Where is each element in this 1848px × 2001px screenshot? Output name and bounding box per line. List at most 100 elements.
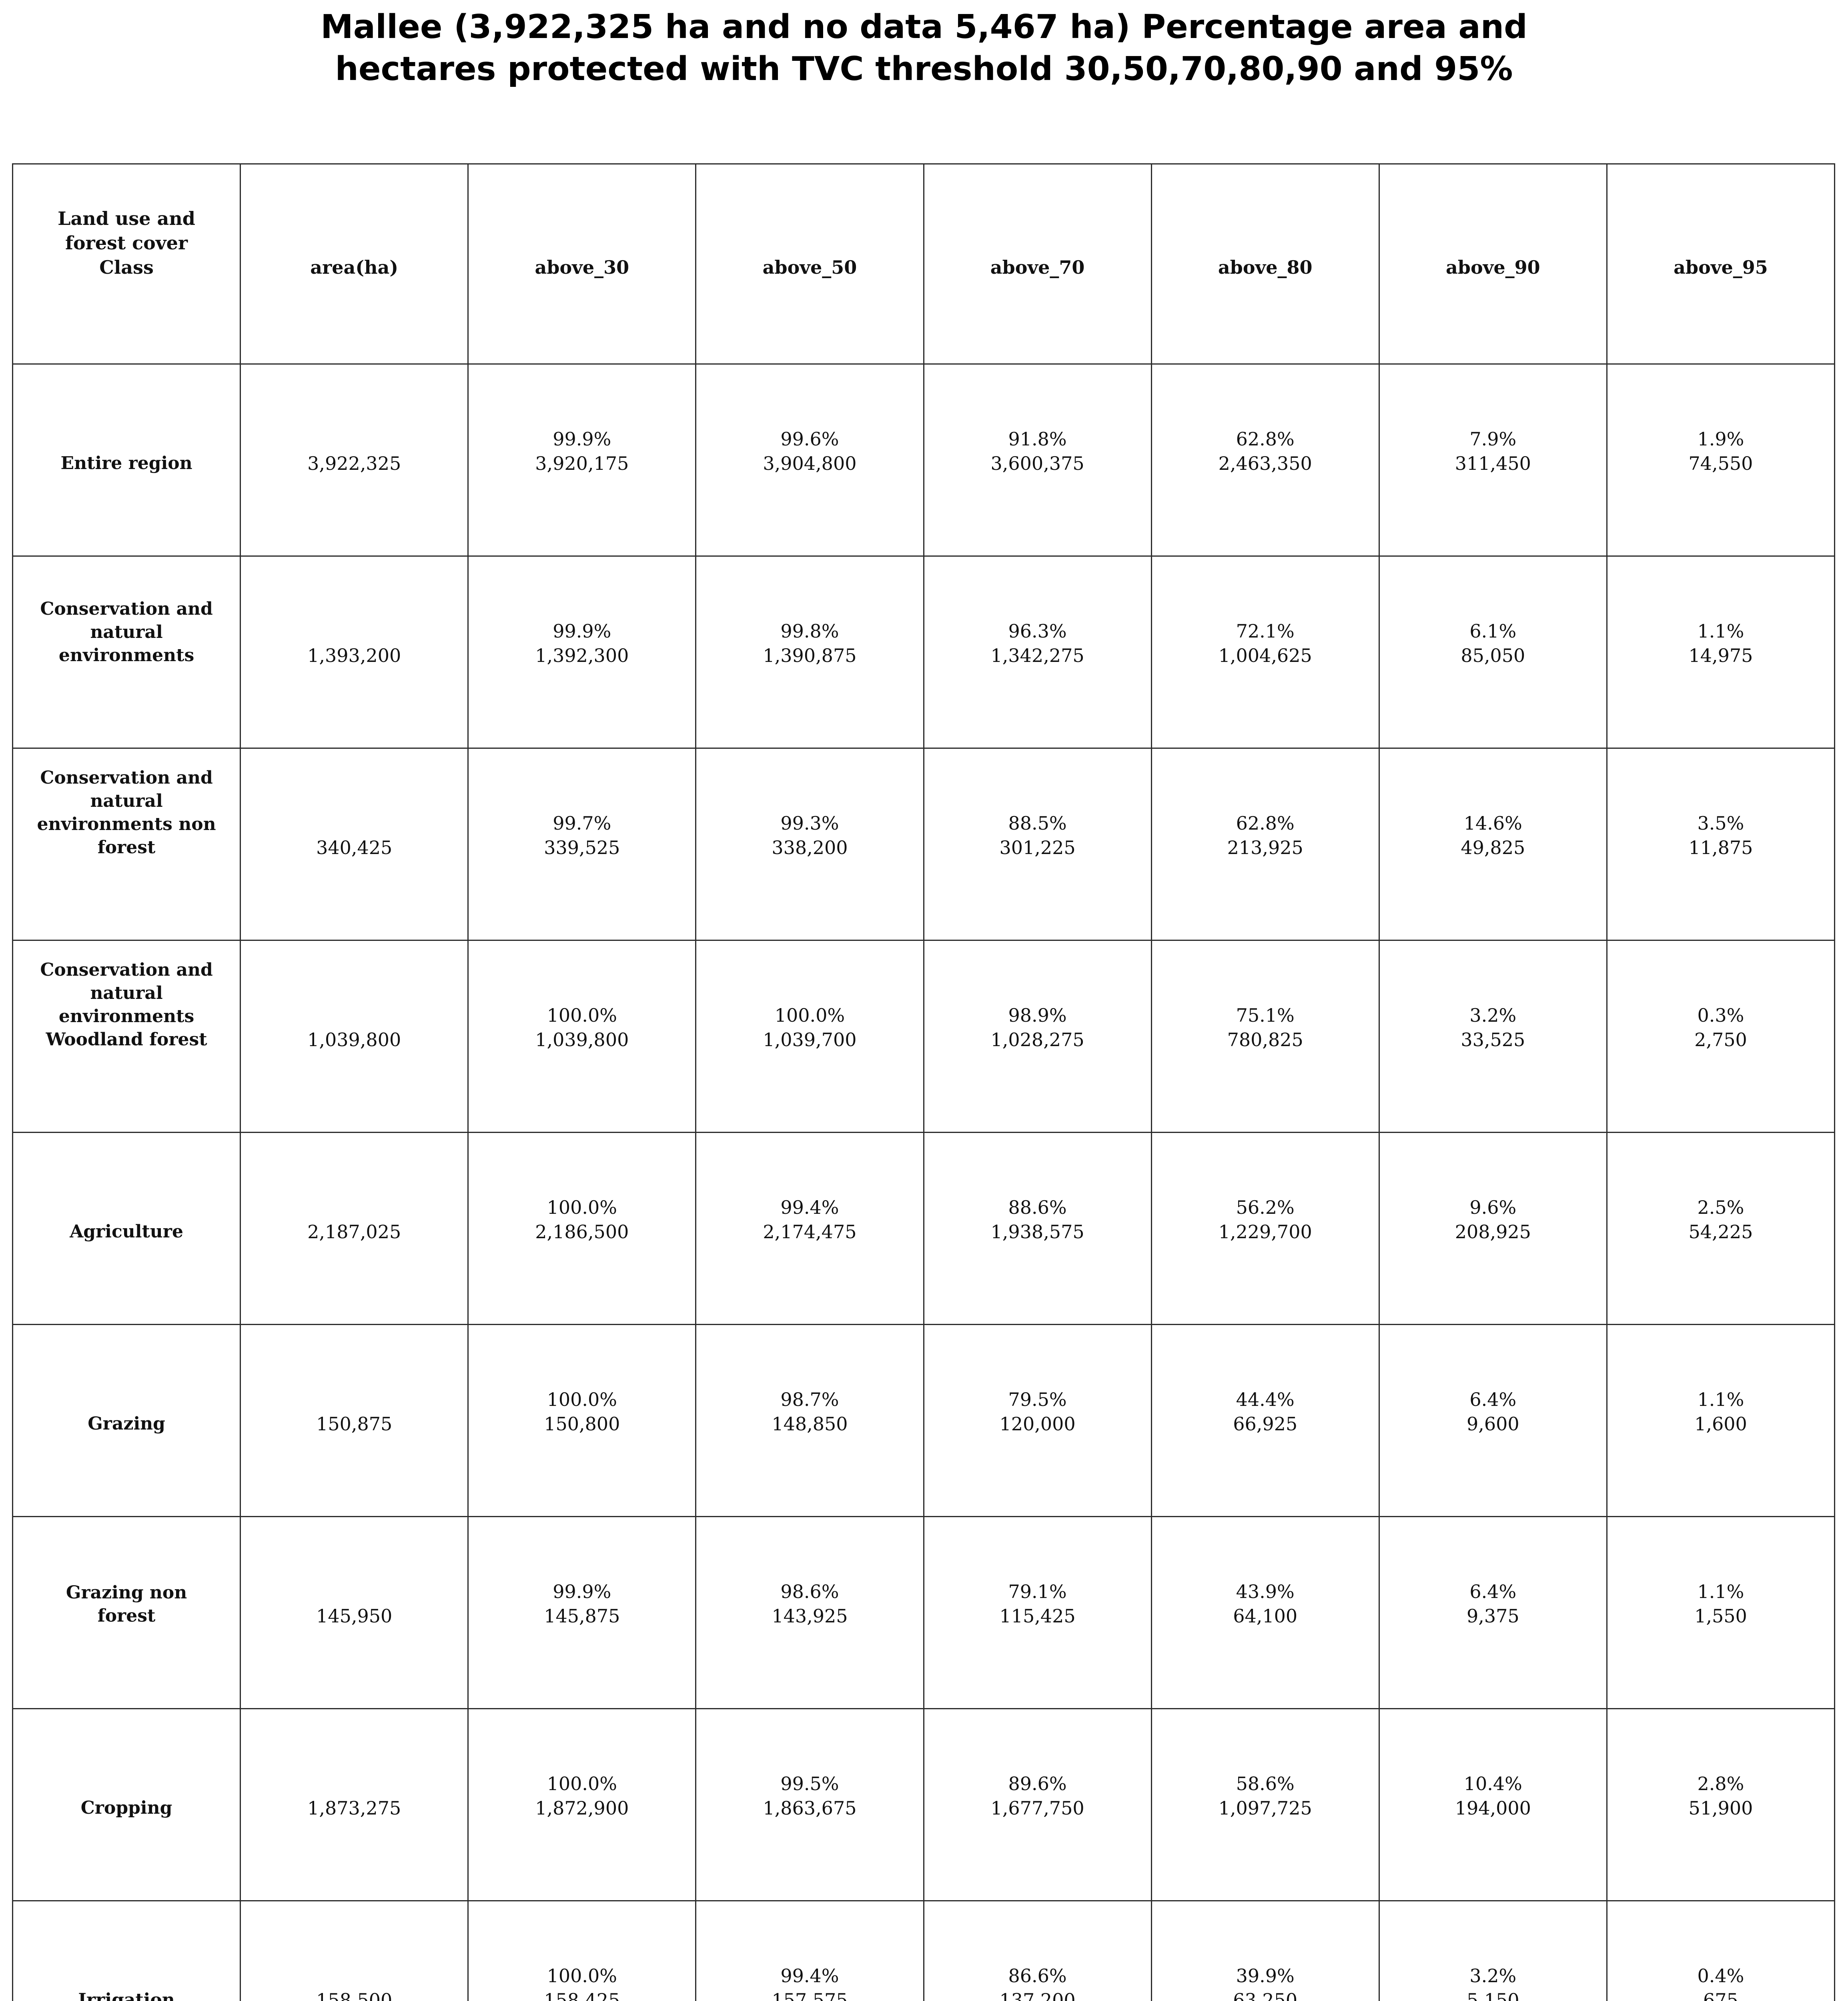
hectares-value: 2,750 [1694,1029,1747,1051]
percent-value: 96.3% [1008,620,1067,642]
value-cell: 6.4% 9,375 [1378,1516,1607,1709]
row-label: Conservation and natural environments Wo… [12,940,241,1133]
value-cell: 0.3% 2,750 [1606,940,1836,1133]
table-row: Grazing 150,875 100.0% 150,800 98.7% 148,850 7… [12,1324,1836,1517]
table-row: Agriculture 2,187,025 100.0% 2,186,500 99.4%… [12,1132,1836,1325]
percent-value: 6.4% [1469,1389,1517,1411]
percent-value: 14.6% [1463,812,1522,834]
percent-value: 99.5% [780,1773,839,1795]
hectares-value: 1,872,900 [535,1797,629,1819]
area-cell: 340,425 [240,748,469,941]
hectares-value: 780,825 [1227,1029,1303,1051]
hectares-value: 1,039,800 [535,1029,629,1051]
percent-value: 44.4% [1236,1389,1295,1411]
percent-value: 100.0% [774,1005,845,1027]
hectares-value: 49,825 [1461,836,1525,858]
hectares-value: 63,250 [1233,1989,1298,2001]
hectares-value: 208,925 [1455,1221,1531,1243]
hectares-value: 85,050 [1461,644,1525,666]
percent-value: 98.9% [1008,1005,1067,1027]
value-cell: 6.4% 9,600 [1378,1324,1607,1517]
hectares-value: 1,863,675 [763,1797,857,1819]
value-cell: 62.8% 213,925 [1150,748,1380,941]
hectares-value: 51,900 [1688,1797,1753,1819]
row-label: Cropping [12,1708,241,1901]
row-label: Conservation and natural environments [12,555,241,749]
hectares-value: 148,850 [772,1413,848,1435]
percent-value: 88.6% [1008,1197,1067,1219]
area-cell: 1,873,275 [240,1708,469,1901]
value-cell: 99.4% 157,575 [695,1900,924,2001]
value-cell: 96.3% 1,342,275 [923,555,1152,749]
hectares-value: 5,150 [1466,1989,1519,2001]
percent-value: 99.6% [780,428,839,450]
percent-value: 99.4% [780,1965,839,1987]
hectares-value: 137,200 [999,1989,1076,2001]
value-cell: 62.8% 2,463,350 [1150,363,1380,557]
percent-value: 56.2% [1236,1197,1295,1219]
hectares-value: 3,920,175 [535,452,629,474]
percent-value: 6.4% [1469,1581,1517,1603]
area-cell: 3,922,325 [240,363,469,557]
value-cell: 100.0% 1,039,800 [467,940,697,1133]
value-cell: 56.2% 1,229,700 [1150,1132,1380,1325]
hectares-value: 194,000 [1455,1797,1531,1819]
percent-value: 99.7% [553,812,611,834]
value-cell: 1.1% 14,975 [1606,555,1836,749]
row-label: Conservation and natural environments no… [12,748,241,941]
value-cell: 75.1% 780,825 [1150,940,1380,1133]
value-cell: 99.6% 3,904,800 [695,363,924,557]
value-cell: 1.9% 74,550 [1606,363,1836,557]
percent-value: 75.1% [1236,1005,1295,1027]
percent-value: 1.1% [1697,1581,1744,1603]
header-above-90: above_90 [1378,163,1607,365]
table-row: Conservation and natural environments 1,3… [12,555,1836,749]
percent-value: 3.2% [1469,1005,1517,1027]
value-cell: 99.9% 1,392,300 [467,555,697,749]
value-cell: 100.0% 150,800 [467,1324,697,1517]
hectares-value: 301,225 [999,836,1076,858]
value-cell: 58.6% 1,097,725 [1150,1708,1380,1901]
value-cell: 100.0% 1,872,900 [467,1708,697,1901]
hectares-value: 2,174,475 [763,1221,857,1243]
value-cell: 0.4% 675 [1606,1900,1836,2001]
value-cell: 89.6% 1,677,750 [923,1708,1152,1901]
percent-value: 1.1% [1697,620,1744,642]
percent-value: 62.8% [1236,812,1295,834]
percent-value: 7.9% [1469,428,1517,450]
percent-value: 39.9% [1236,1965,1295,1987]
area-cell: 1,039,800 [240,940,469,1133]
value-cell: 88.6% 1,938,575 [923,1132,1152,1325]
hectares-value: 158,425 [544,1989,620,2001]
percent-value: 91.8% [1008,428,1067,450]
value-cell: 10.4% 194,000 [1378,1708,1607,1901]
value-cell: 99.9% 145,875 [467,1516,697,1709]
table-row: Cropping 1,873,275 100.0% 1,872,900 99.5% 1,8… [12,1708,1836,1901]
hectares-value: 1,097,725 [1218,1797,1312,1819]
value-cell: 99.8% 1,390,875 [695,555,924,749]
area-cell: 158,500 [240,1900,469,2001]
table-body: Entire region 3,922,325 99.9% 3,920,175 99.6… [12,363,1836,2001]
value-cell: 99.4% 2,174,475 [695,1132,924,1325]
value-cell: 39.9% 63,250 [1150,1900,1380,2001]
percent-value: 1.1% [1697,1389,1744,1411]
hectares-value: 120,000 [999,1413,1076,1435]
percent-value: 88.5% [1008,812,1067,834]
value-cell: 9.6% 208,925 [1378,1132,1607,1325]
value-cell: 99.3% 338,200 [695,748,924,941]
percent-value: 72.1% [1236,620,1295,642]
table-row: Irrigation 158,500 100.0% 158,425 99.4% 157,5… [12,1900,1836,2001]
value-cell: 2.8% 51,900 [1606,1708,1836,1901]
percent-value: 43.9% [1236,1581,1295,1603]
percent-value: 58.6% [1236,1773,1295,1795]
hectares-value: 9,375 [1466,1605,1519,1627]
percent-value: 79.1% [1008,1581,1067,1603]
percent-value: 3.2% [1469,1965,1517,1987]
hectares-value: 1,229,700 [1218,1221,1312,1243]
header-above-80: above_80 [1150,163,1380,365]
header-land-use-class: Land use and forest cover Class [12,163,241,365]
area-cell: 150,875 [240,1324,469,1517]
hectares-value: 1,677,750 [990,1797,1084,1819]
value-cell: 88.5% 301,225 [923,748,1152,941]
hectares-value: 9,600 [1466,1413,1519,1435]
